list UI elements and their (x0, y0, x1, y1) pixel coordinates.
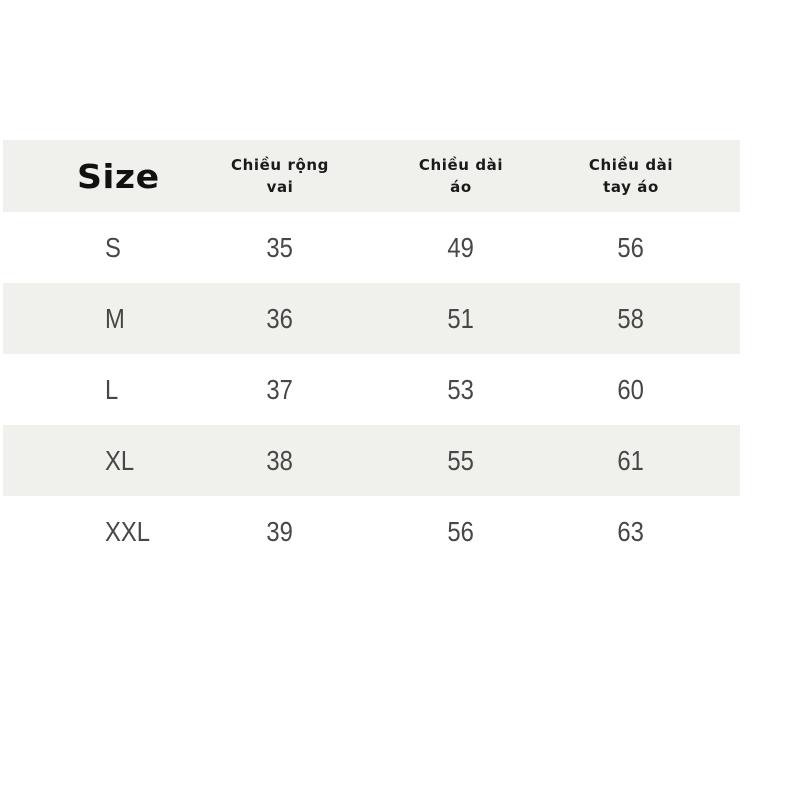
shoulder-value: 36 (266, 302, 294, 334)
shoulder-cell: 38 (200, 425, 360, 496)
sleeve-value: 58 (617, 302, 645, 334)
length-cell: 51 (381, 283, 541, 354)
shoulder-value: 35 (266, 231, 294, 263)
header-size: Size (63, 140, 173, 212)
sleeve-cell: 56 (551, 212, 711, 283)
length-cell: 55 (381, 425, 541, 496)
table-row: L 37 53 60 (3, 354, 740, 425)
length-value: 53 (447, 373, 475, 405)
sleeve-value: 60 (617, 373, 645, 405)
sleeve-cell: 61 (551, 425, 711, 496)
size-value: L (105, 373, 119, 405)
header-size-label: Size (76, 156, 160, 196)
header-line: Chiều dài (588, 156, 674, 174)
size-value: S (105, 231, 121, 263)
size-cell: XL (105, 425, 205, 496)
header-line: Chiều dài (418, 156, 504, 174)
table-row: M 36 51 58 (3, 283, 740, 354)
size-value: XL (105, 444, 135, 476)
sleeve-cell: 60 (551, 354, 711, 425)
sleeve-cell: 63 (551, 496, 711, 567)
size-cell: L (105, 354, 205, 425)
length-cell: 56 (381, 496, 541, 567)
table-row: XXL 39 56 63 (3, 496, 740, 567)
shoulder-cell: 39 (200, 496, 360, 567)
size-cell: XXL (105, 496, 205, 567)
shoulder-cell: 35 (200, 212, 360, 283)
sleeve-value: 61 (617, 444, 645, 476)
sleeve-cell: 58 (551, 283, 711, 354)
length-value: 51 (447, 302, 475, 334)
length-value: 56 (447, 515, 475, 547)
header-line: áo (450, 178, 472, 196)
table-row: S 35 49 56 (3, 212, 740, 283)
sleeve-value: 56 (617, 231, 645, 263)
table-header-row: Size Chiều rộng vai Chiều dài áo Chiều dài… (3, 140, 740, 212)
header-line: vai (266, 178, 294, 196)
header-sleeve-length: Chiều dài tay áo (551, 140, 711, 212)
sleeve-value: 63 (617, 515, 645, 547)
header-body-length: Chiều dài áo (381, 140, 541, 212)
header-line: tay áo (603, 178, 659, 196)
shoulder-value: 38 (266, 444, 294, 476)
shoulder-value: 37 (266, 373, 294, 405)
header-shoulder-width: Chiều rộng vai (200, 140, 360, 212)
length-cell: 49 (381, 212, 541, 283)
size-cell: S (105, 212, 205, 283)
table-row: XL 38 55 61 (3, 425, 740, 496)
size-value: XXL (105, 515, 150, 547)
shoulder-cell: 37 (200, 354, 360, 425)
length-value: 55 (447, 444, 475, 476)
header-line: Chiều rộng (230, 156, 330, 174)
shoulder-value: 39 (266, 515, 294, 547)
length-value: 49 (447, 231, 475, 263)
length-cell: 53 (381, 354, 541, 425)
size-chart-table: Size Chiều rộng vai Chiều dài áo Chiều dài… (3, 140, 740, 567)
size-cell: M (105, 283, 205, 354)
shoulder-cell: 36 (200, 283, 360, 354)
size-value: M (105, 302, 125, 334)
